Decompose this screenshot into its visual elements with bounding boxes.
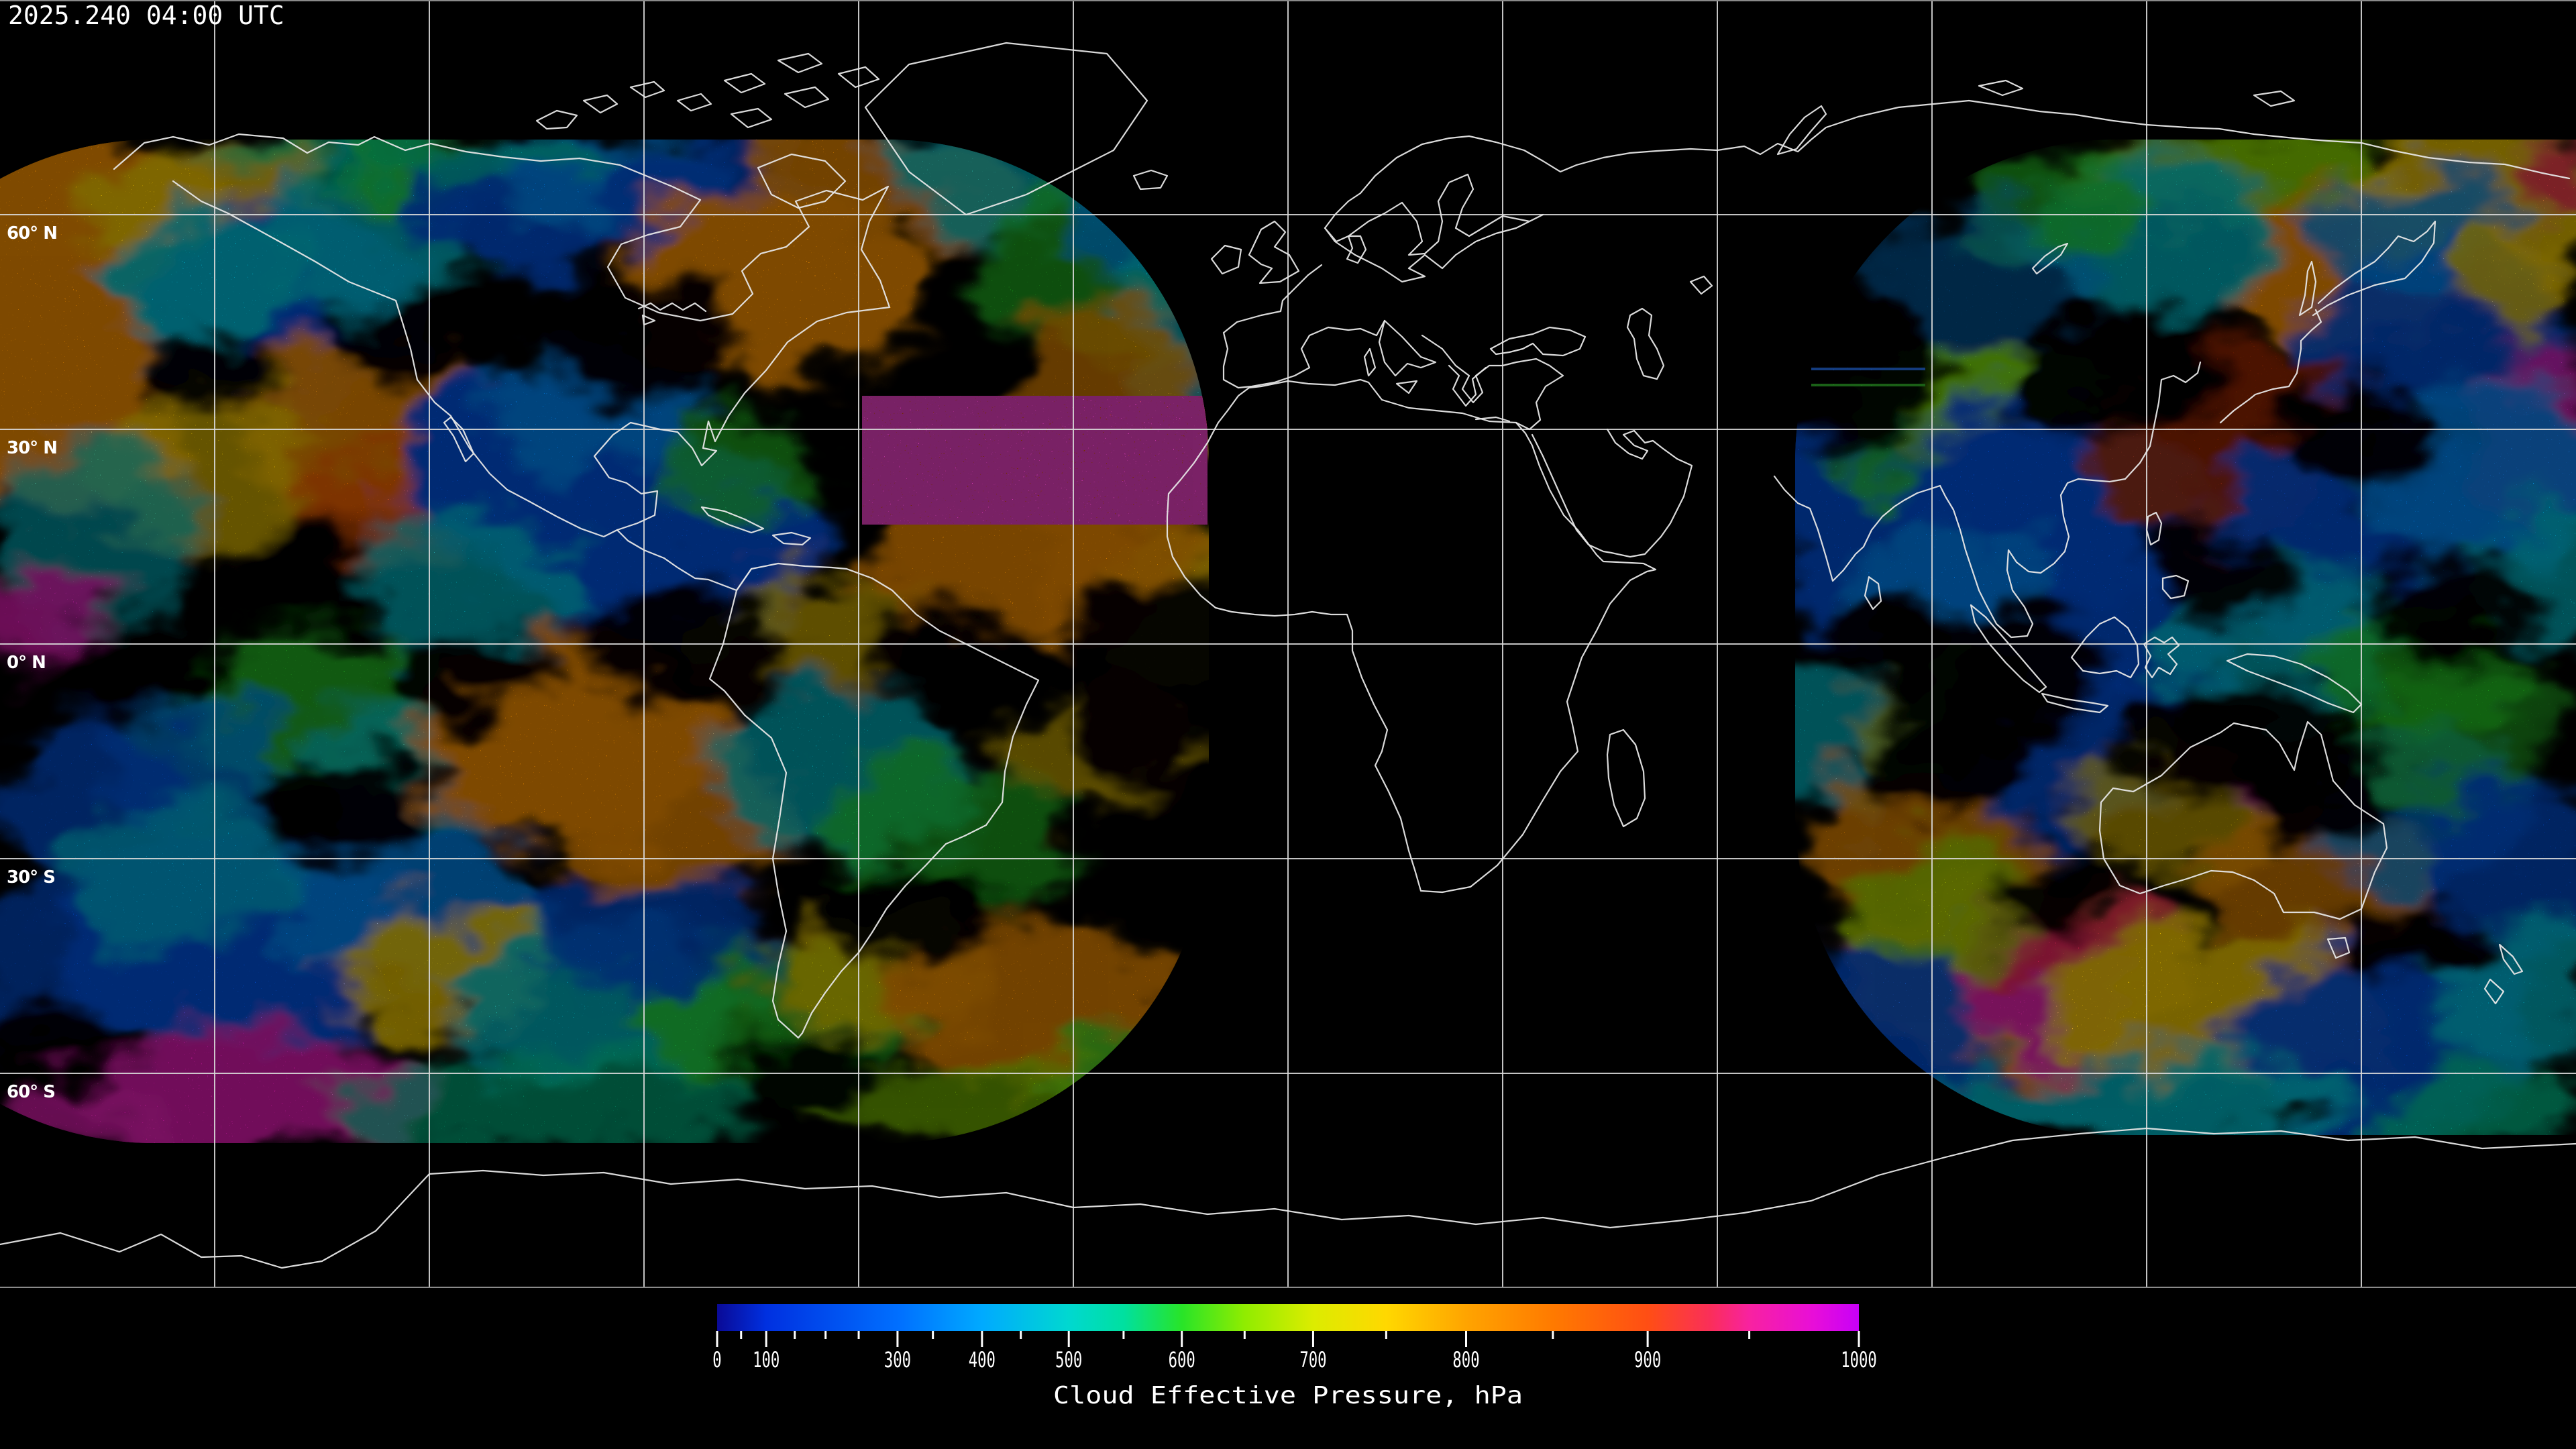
- coastline-path: [1324, 99, 2571, 229]
- coastline-path: [1776, 105, 1827, 156]
- colorbar-tick-label: 300: [884, 1347, 911, 1373]
- cloud-swath-left: [0, 140, 1209, 1143]
- coastline-path: [757, 153, 847, 209]
- coastline-path: [2031, 242, 2069, 275]
- coastline-path: [1248, 334, 1564, 431]
- coastline-path: [1248, 220, 1300, 284]
- coastline-path: [1210, 244, 1242, 275]
- cloud-swath-right: [1795, 140, 2576, 1135]
- coastline-path: [0, 1127, 2576, 1269]
- coastline-path: [1626, 307, 1665, 380]
- map-labels: 2025.240 04:00 UTC 60° N 30° N 0° N 30° S 60…: [7, 1, 284, 1102]
- coastline-path: [1222, 264, 1386, 389]
- coastline-path: [172, 180, 619, 538]
- coastline-path: [637, 302, 707, 326]
- coastline-path: [2219, 309, 2322, 424]
- colorbar-tick-label: 500: [1055, 1347, 1082, 1373]
- coastline-path: [2326, 936, 2351, 959]
- colorbar-tick-label: 400: [969, 1347, 996, 1373]
- coastline-path: [1978, 79, 2024, 97]
- coastline-path: [1773, 361, 2202, 639]
- coastline-path: [443, 416, 475, 463]
- coastline-path: [2498, 943, 2524, 975]
- colorbar-tick-label: 1000: [1841, 1347, 1877, 1373]
- coastline-path: [1689, 275, 1713, 295]
- coastline-path: [1363, 347, 1377, 377]
- coastline-path: [700, 506, 765, 534]
- coastline-path: [2298, 260, 2317, 317]
- coastline-path: [2226, 653, 2363, 714]
- timestamp: 2025.240 04:00 UTC: [8, 1, 284, 30]
- coastline-path: [1489, 326, 1587, 357]
- coastline-path: [582, 94, 619, 114]
- colorbar-tick-label: 800: [1452, 1347, 1479, 1373]
- coastline-path: [629, 80, 665, 99]
- coastline-path: [864, 42, 1148, 216]
- coastline-path: [113, 133, 891, 592]
- colorbar-tick-label: 0: [712, 1347, 721, 1373]
- graticule: [0, 0, 2576, 1288]
- coastline-path: [2070, 616, 2140, 679]
- coastline-path: [1970, 604, 2047, 694]
- coastline-path: [784, 86, 830, 109]
- coastline-path: [771, 531, 812, 546]
- coastline-path: [1606, 729, 1646, 828]
- coastline-path: [2041, 692, 2109, 714]
- coastline-path: [1448, 364, 1487, 407]
- coastline-path: [1346, 235, 1367, 264]
- colorbar-tick-label: 900: [1634, 1347, 1661, 1373]
- latitude-label: 60° N: [7, 223, 57, 244]
- coastline-path: [2312, 220, 2436, 317]
- coastline-path: [1378, 319, 1437, 377]
- coastline-path: [2253, 90, 2296, 107]
- coastline-path: [723, 72, 766, 94]
- coastline-path: [730, 107, 773, 129]
- coastline-path: [1132, 169, 1169, 191]
- coastline-path: [2483, 978, 2505, 1005]
- coastline-path: [1395, 380, 1418, 394]
- coastline-path: [837, 66, 880, 89]
- latitude-label: 30° S: [7, 867, 55, 888]
- colorbar-tick-label: 600: [1169, 1347, 1195, 1373]
- latitude-label: 60° S: [7, 1082, 55, 1102]
- colorbar-gradient: [717, 1304, 1859, 1331]
- colorbar-title: Cloud Effective Pressure, hPa: [1053, 1382, 1523, 1409]
- coastline-path: [1864, 576, 1882, 610]
- coastlines: [0, 42, 2576, 1269]
- coastline-path: [2145, 511, 2163, 546]
- coastline-path: [2143, 636, 2180, 679]
- coastline-path: [1531, 428, 1693, 558]
- coastline-path: [1324, 173, 1544, 283]
- latitude-label: 0° N: [7, 653, 46, 673]
- coastline-path: [1474, 416, 1511, 423]
- coastline-path: [777, 52, 823, 74]
- latitude-label: 30° N: [7, 438, 57, 458]
- colorbar-tick-label: 700: [1299, 1347, 1326, 1373]
- coastline-path: [2098, 720, 2388, 920]
- coastline-path: [676, 93, 712, 112]
- coastline-path: [708, 562, 1040, 1039]
- coastline-path: [1166, 386, 1657, 894]
- colorbar: Cloud Effective Pressure, hPa 0 100 300 400…: [712, 1304, 1877, 1409]
- coastline-path: [2161, 574, 2190, 600]
- coastline-path: [535, 109, 578, 130]
- colorbar-tick-label: 100: [753, 1347, 780, 1373]
